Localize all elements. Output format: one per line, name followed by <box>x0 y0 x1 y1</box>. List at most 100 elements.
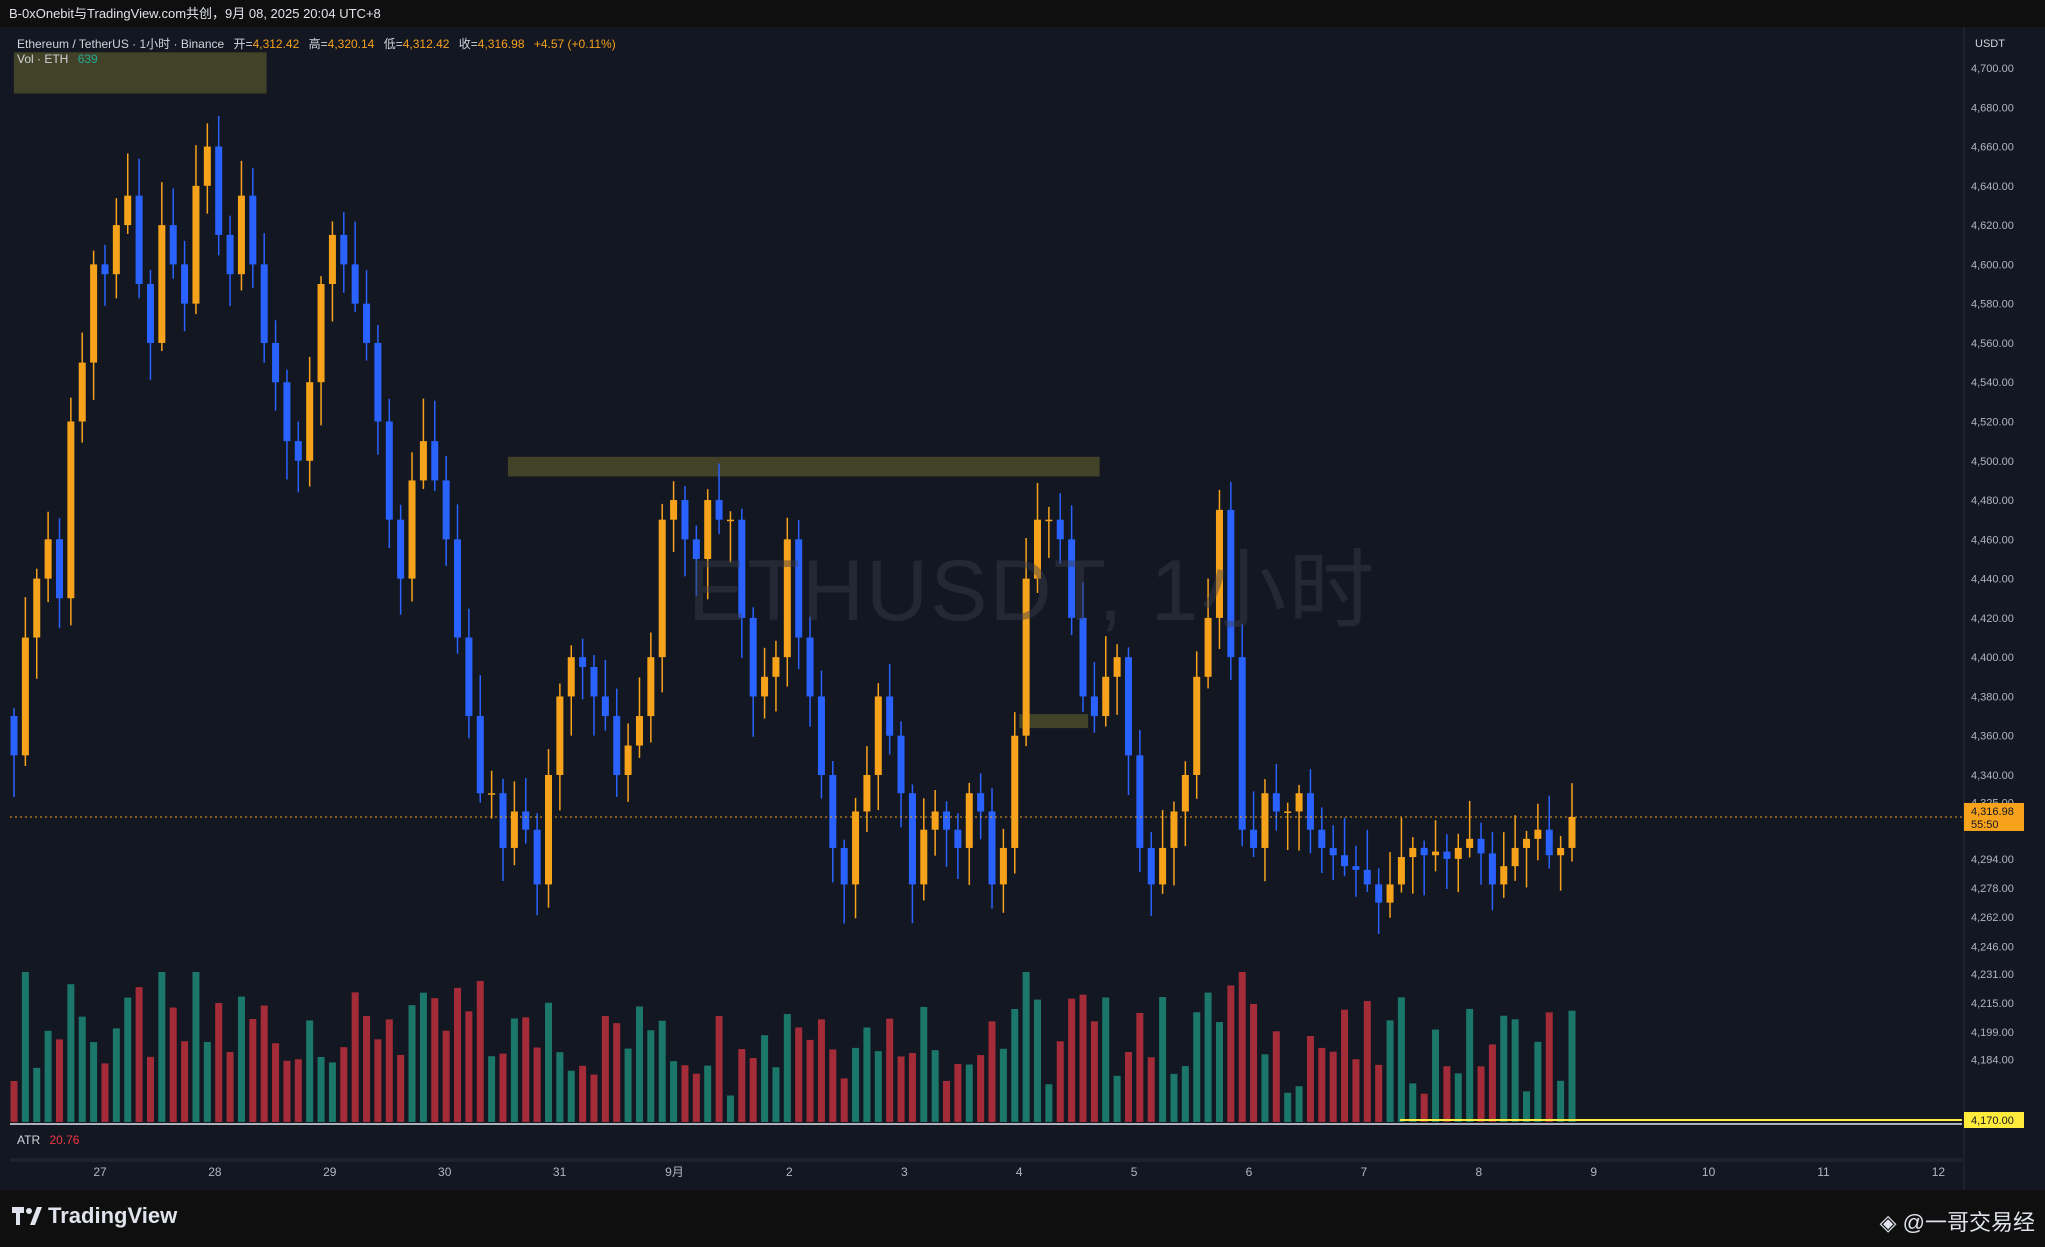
date-tick-label: 27 <box>93 1165 107 1179</box>
candle-body <box>1011 735 1019 848</box>
price-tick-label: 4,480.00 <box>1971 495 2014 507</box>
candle-body <box>510 811 518 848</box>
candle-body <box>1397 857 1405 885</box>
volume-bar <box>1568 1010 1576 1122</box>
candle-body <box>1215 509 1223 618</box>
candle-body <box>181 264 189 304</box>
volume-bar <box>90 1042 98 1122</box>
candle-body <box>738 519 746 618</box>
volume-bar <box>704 1065 712 1122</box>
volume-bar <box>408 1005 416 1122</box>
price-tick-label: 4,540.00 <box>1971 377 2014 389</box>
volume-bar <box>397 1054 405 1122</box>
candles <box>10 115 1576 934</box>
volume-bar <box>21 972 29 1122</box>
candle-body <box>21 637 29 756</box>
volume-bar <box>783 1014 791 1122</box>
volume-bar <box>999 1048 1007 1122</box>
date-tick-label: 28 <box>208 1165 222 1179</box>
volume-bar <box>670 1061 678 1122</box>
legend-volume: Vol · ETH 639 <box>17 52 98 66</box>
volume-bar <box>1056 1041 1064 1122</box>
volume-bar <box>33 1067 41 1122</box>
support-badge <box>1964 1112 2024 1128</box>
candle-body <box>624 745 632 775</box>
candle-body <box>908 793 916 885</box>
candle-body <box>931 811 939 830</box>
legend-open-value: 4,312.42 <box>252 37 300 51</box>
volume-bar <box>1511 1019 1519 1122</box>
volume-bar <box>112 1028 120 1122</box>
date-tick-label: 9 <box>1590 1165 1597 1179</box>
candle-body <box>533 829 541 885</box>
highlight-zone-1 <box>507 456 1100 477</box>
volume-bar <box>1022 972 1030 1122</box>
volume-bar <box>1136 1012 1144 1122</box>
candle-body <box>454 539 462 638</box>
volume-bar <box>1227 985 1235 1122</box>
date-tick-label: 8 <box>1475 1165 1482 1179</box>
legend-atr: ATR 20.76 <box>17 1133 79 1147</box>
volume-bar <box>1329 1051 1337 1122</box>
candle-body <box>1420 847 1428 856</box>
date-tick-label: 30 <box>438 1165 452 1179</box>
chart-canvas[interactable]: USDT 4,700.00 4,680.00 4,660.00 4,640.00 4,62… <box>0 27 2045 1190</box>
candle-body <box>431 441 439 481</box>
volume-bar <box>1420 1093 1428 1122</box>
candle-body <box>556 696 564 775</box>
candle-body <box>101 264 109 275</box>
volume-bar <box>1272 1031 1280 1122</box>
candle-body <box>715 500 723 520</box>
candle-body <box>988 811 996 885</box>
price-tick-label: 4,400.00 <box>1971 652 2014 664</box>
price-tick-label: 4,294.00 <box>1971 854 2014 866</box>
candle-body <box>1500 866 1508 885</box>
candle-body <box>863 775 871 812</box>
price-tick-label: 4,360.00 <box>1971 731 2014 743</box>
candle-body <box>874 696 882 775</box>
volume-bar <box>499 1053 507 1122</box>
volume-bar <box>363 1015 371 1122</box>
candle-body <box>999 847 1007 885</box>
tradingview-logo-icon <box>12 1207 42 1225</box>
candle-body <box>1170 811 1178 848</box>
candle-body <box>1136 755 1144 848</box>
candle-body <box>237 195 245 275</box>
date-tick-label: 3 <box>901 1165 908 1179</box>
candle-body <box>1341 855 1349 867</box>
tradingview-logo[interactable]: TradingView <box>12 1203 177 1229</box>
candle-body <box>1432 851 1440 856</box>
volume-bar <box>579 1065 587 1122</box>
volume-bar <box>874 1051 882 1122</box>
candle-body <box>374 342 382 422</box>
volume-bar <box>1238 972 1246 1122</box>
candle-body <box>613 716 621 775</box>
candle-body <box>1568 816 1576 848</box>
volume-bar <box>1341 1009 1349 1122</box>
date-tick-label: 12 <box>1932 1165 1946 1179</box>
volume-bar <box>1147 1057 1155 1122</box>
volume-bar <box>146 1056 154 1122</box>
candle-body <box>112 225 120 275</box>
legend-open-label: 开= <box>233 37 253 51</box>
candle-body <box>817 696 825 775</box>
date-tick-label: 11 <box>1817 1165 1830 1179</box>
volume-bar <box>908 1053 916 1122</box>
candle-body <box>1261 793 1269 848</box>
price-tick-label: 4,199.00 <box>1971 1027 2014 1039</box>
candle-body <box>1079 617 1087 697</box>
candle-body <box>317 284 325 383</box>
price-tick-label: 4,700.00 <box>1971 63 2014 75</box>
price-tick-label: 4,262.00 <box>1971 912 2014 924</box>
candle-body <box>590 666 598 697</box>
volume-bar <box>931 1050 939 1122</box>
candle-body <box>795 539 803 638</box>
candle-body <box>351 264 359 304</box>
volume-bar <box>203 1041 211 1122</box>
volume-bar <box>863 1027 871 1122</box>
price-tick-label: 4,660.00 <box>1971 142 2014 154</box>
highlight-zone-0 <box>13 52 267 94</box>
price-tick-label: 4,340.00 <box>1971 770 2014 782</box>
legend-close-value: 4,316.98 <box>477 37 525 51</box>
candle-body <box>1113 657 1121 677</box>
